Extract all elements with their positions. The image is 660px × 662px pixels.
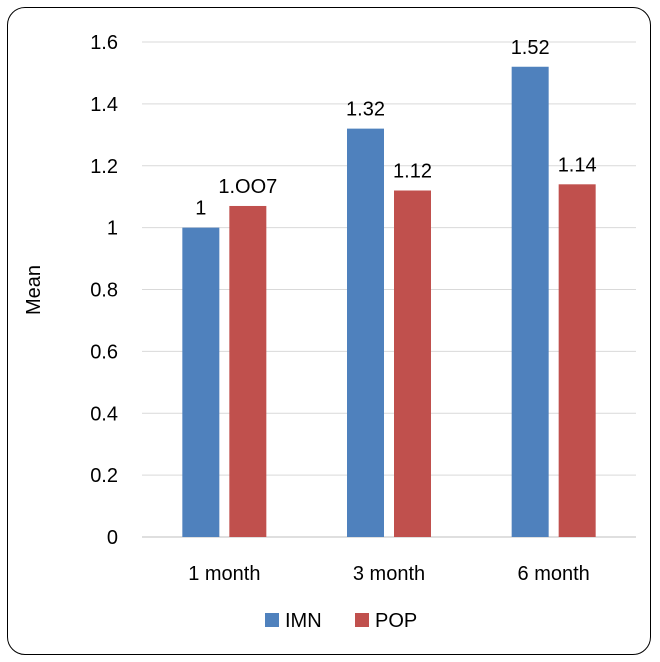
y-tick-label: 0.6 [90, 341, 118, 363]
data-label: 1.52 [511, 37, 550, 59]
legend-swatch-imn [265, 613, 279, 627]
data-labels: 1 1.OO7 1.32 1.12 1.52 1.14 [195, 37, 596, 220]
x-tick-label: 6 month [518, 563, 590, 585]
data-label: 1.14 [558, 154, 597, 176]
gridlines [142, 41, 636, 538]
y-axis-ticks: 0 0.2 0.4 0.6 0.8 1 1.2 1.4 1.6 [90, 32, 118, 549]
y-tick-label: 0.4 [90, 403, 118, 425]
y-tick-label: 0 [107, 527, 118, 549]
bar-pop [394, 190, 431, 537]
legend-label-pop: POP [375, 610, 417, 632]
legend: IMN POP [265, 610, 417, 632]
x-axis-ticks: 1 month 3 month 6 month [188, 563, 590, 585]
x-tick-label: 3 month [353, 563, 425, 585]
bar-imn [511, 66, 549, 537]
y-tick-label: 0.2 [90, 465, 118, 487]
bar-pop [558, 184, 596, 537]
data-label: 1.OO7 [218, 176, 277, 198]
y-tick-label: 1.6 [90, 32, 118, 54]
legend-label-imn: IMN [285, 610, 322, 632]
y-tick-label: 1.2 [90, 156, 118, 178]
legend-swatch-pop [355, 613, 369, 627]
data-label: 1.32 [346, 99, 385, 121]
y-tick-label: 1.4 [90, 94, 118, 116]
bar-imn [182, 227, 220, 537]
y-tick-label: 1 [107, 218, 118, 240]
y-axis-title: Mean [23, 265, 45, 315]
x-tick-label: 1 month [188, 563, 260, 585]
bar-pop [229, 205, 267, 537]
y-tick-label: 0.8 [90, 280, 118, 302]
bar-imn [347, 128, 384, 537]
data-label: 1 [195, 198, 206, 220]
bars [182, 66, 596, 537]
data-label: 1.12 [393, 161, 432, 183]
